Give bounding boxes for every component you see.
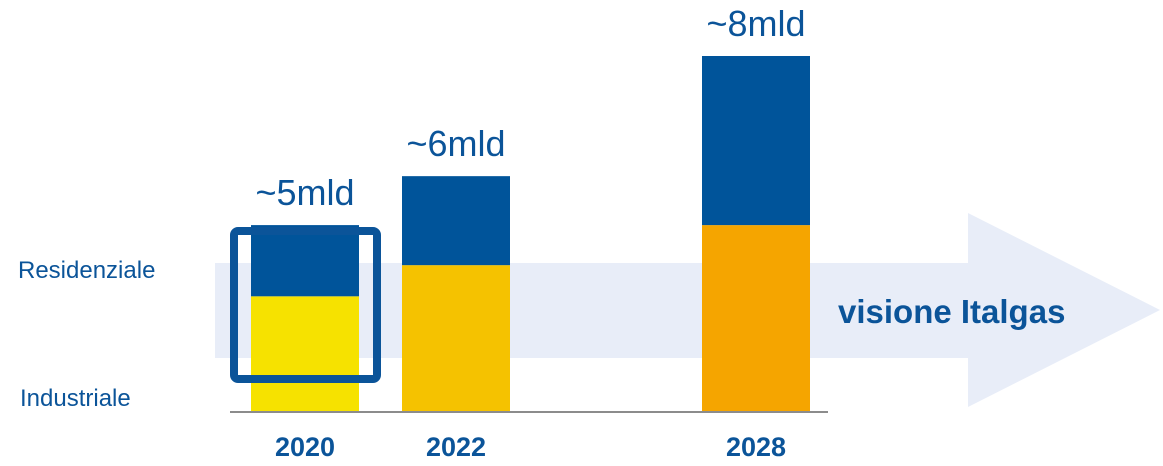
total-label-2020: ~5mld xyxy=(255,172,354,213)
bars-group xyxy=(251,56,810,412)
x-tick-label-2022: 2022 xyxy=(426,432,486,462)
row-label-residenziale: Residenziale xyxy=(18,257,155,284)
x-tick-label-2020: 2020 xyxy=(275,432,335,462)
labels-group: ~5mld 2020 ~6mld 2022 ~8mld 2028 xyxy=(255,3,805,462)
bar-industriale-2028 xyxy=(702,225,810,412)
bar-residenziale-2022 xyxy=(402,176,510,266)
highlight-2020-box xyxy=(230,227,381,383)
bar-industriale-2022 xyxy=(402,265,510,412)
arrow-label: visione Italgas xyxy=(838,293,1065,330)
x-tick-label-2028: 2028 xyxy=(726,432,786,462)
total-label-2022: ~6mld xyxy=(406,123,505,164)
row-label-industriale: Industriale xyxy=(20,385,131,412)
total-label-2028: ~8mld xyxy=(706,3,805,44)
bar-residenziale-2028 xyxy=(702,56,810,226)
vision-arrow xyxy=(215,213,1160,407)
bar-residenziale-2020 xyxy=(251,225,359,297)
bar-industriale-2020 xyxy=(251,296,359,412)
